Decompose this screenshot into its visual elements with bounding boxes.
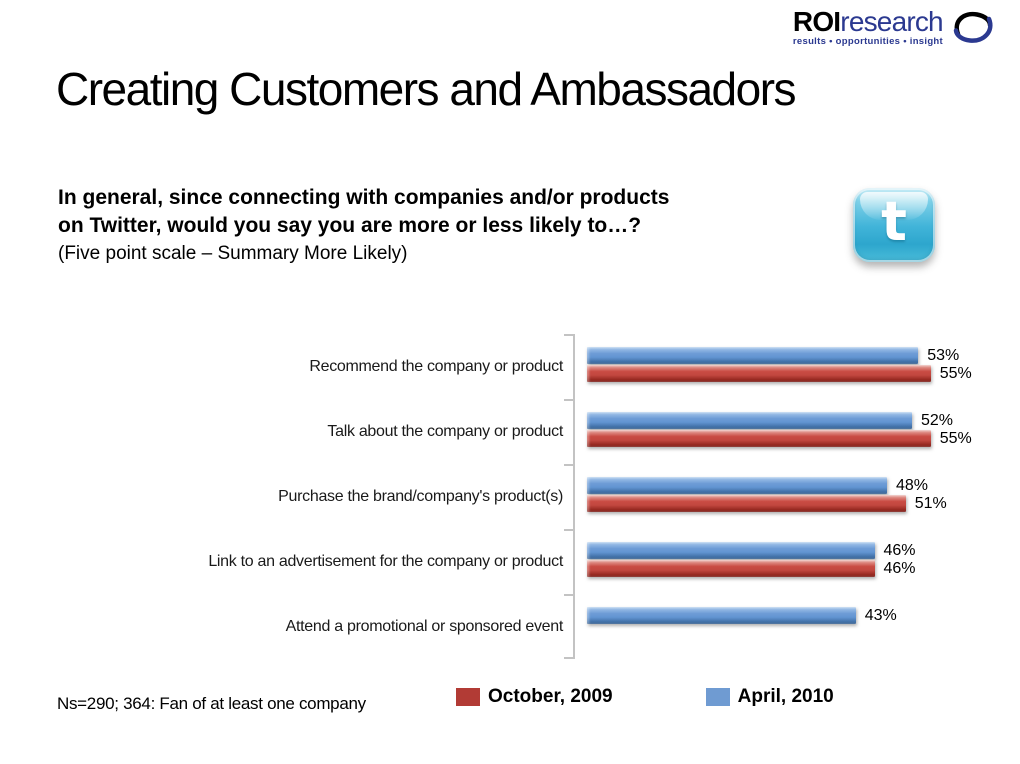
value-label: 52% bbox=[921, 411, 954, 429]
bar-group: 48% 51% bbox=[587, 464, 988, 529]
legend-label: April, 2010 bbox=[737, 686, 834, 707]
value-label: 53% bbox=[927, 346, 960, 364]
category-axis bbox=[573, 334, 575, 659]
logo-name: ROIresearch bbox=[792, 6, 944, 37]
question-line-1: In general, since connecting with compan… bbox=[58, 186, 670, 209]
axis-tick bbox=[564, 464, 573, 466]
value-label: 46% bbox=[883, 559, 916, 577]
roi-research-logo: ROIresearch results • opportunities • in… bbox=[793, 8, 994, 48]
category-label: Link to an advertisement for the company… bbox=[208, 552, 563, 570]
question-line-2: on Twitter, would you say you are more o… bbox=[58, 214, 642, 237]
value-label: 51% bbox=[914, 494, 947, 512]
axis-tick bbox=[564, 594, 573, 596]
chart-row: Recommend the company or product 53% 55% bbox=[58, 334, 988, 399]
value-label: 46% bbox=[883, 541, 916, 559]
category-label: Recommend the company or product bbox=[309, 357, 563, 375]
category-label: Attend a promotional or sponsored event bbox=[285, 617, 564, 635]
bar-april-2010: 53% bbox=[587, 347, 959, 364]
category-label: Talk about the company or product bbox=[327, 422, 563, 440]
bar-april-2010: 43% bbox=[587, 607, 897, 624]
chart-row: Talk about the company or product 52% 55% bbox=[58, 399, 988, 464]
chart-row: Attend a promotional or sponsored event 4… bbox=[58, 594, 988, 659]
axis-tick bbox=[564, 657, 573, 659]
bar-october-2009: 55% bbox=[587, 365, 972, 382]
bar-april-2010: 48% bbox=[587, 477, 928, 494]
value-label: 48% bbox=[896, 476, 929, 494]
orbit-swoosh-icon bbox=[953, 11, 993, 43]
twitter-t-glyph: t bbox=[881, 190, 907, 253]
logo-research-text: research bbox=[840, 6, 943, 37]
bar-october-2009: 46% bbox=[587, 560, 916, 577]
chart-row: Purchase the brand/company's product(s) 4… bbox=[58, 464, 988, 529]
bar-april-2010: 52% bbox=[587, 412, 953, 429]
axis-tick bbox=[564, 529, 573, 531]
value-label: 43% bbox=[864, 606, 897, 624]
logo-tagline: results • opportunities • insight bbox=[792, 36, 943, 47]
logo-text: ROIresearch results • opportunities • in… bbox=[792, 6, 944, 48]
question-block: In general, since connecting with compan… bbox=[58, 184, 669, 267]
chart-row: Link to an advertisement for the company… bbox=[58, 529, 988, 594]
bar-april-2010: 46% bbox=[587, 542, 916, 559]
slide-title: Creating Customers and Ambassadors bbox=[56, 63, 797, 115]
bar-group: 52% 55% bbox=[587, 399, 988, 464]
legend-label: October, 2009 bbox=[488, 686, 613, 707]
logo-roi-text: ROI bbox=[792, 6, 841, 37]
bar-october-2009: 51% bbox=[587, 495, 947, 512]
value-label: 55% bbox=[939, 364, 972, 382]
legend-swatch bbox=[705, 688, 730, 706]
footnote: Ns=290; 364: Fan of at least one company bbox=[57, 694, 366, 713]
category-label: Purchase the brand/company's product(s) bbox=[278, 487, 563, 505]
bar-october-2009: 55% bbox=[587, 430, 972, 447]
twitter-icon: t bbox=[853, 188, 935, 262]
legend-item-april-2010: April, 2010 bbox=[705, 686, 834, 708]
question-scale-note: (Five point scale – Summary More Likely) bbox=[58, 243, 408, 264]
legend-swatch bbox=[456, 688, 480, 706]
bar-group: 43% bbox=[587, 594, 988, 659]
axis-tick bbox=[564, 334, 573, 336]
bar-chart: Recommend the company or product 53% 55% Ta… bbox=[58, 334, 988, 659]
axis-tick bbox=[564, 399, 573, 401]
chart-legend: October, 2009 April, 2010 bbox=[456, 686, 927, 708]
value-label: 55% bbox=[939, 429, 972, 447]
legend-item-october-2009: October, 2009 bbox=[456, 686, 613, 708]
bar-group: 53% 55% bbox=[587, 334, 988, 399]
bar-group: 46% 46% bbox=[587, 529, 988, 594]
